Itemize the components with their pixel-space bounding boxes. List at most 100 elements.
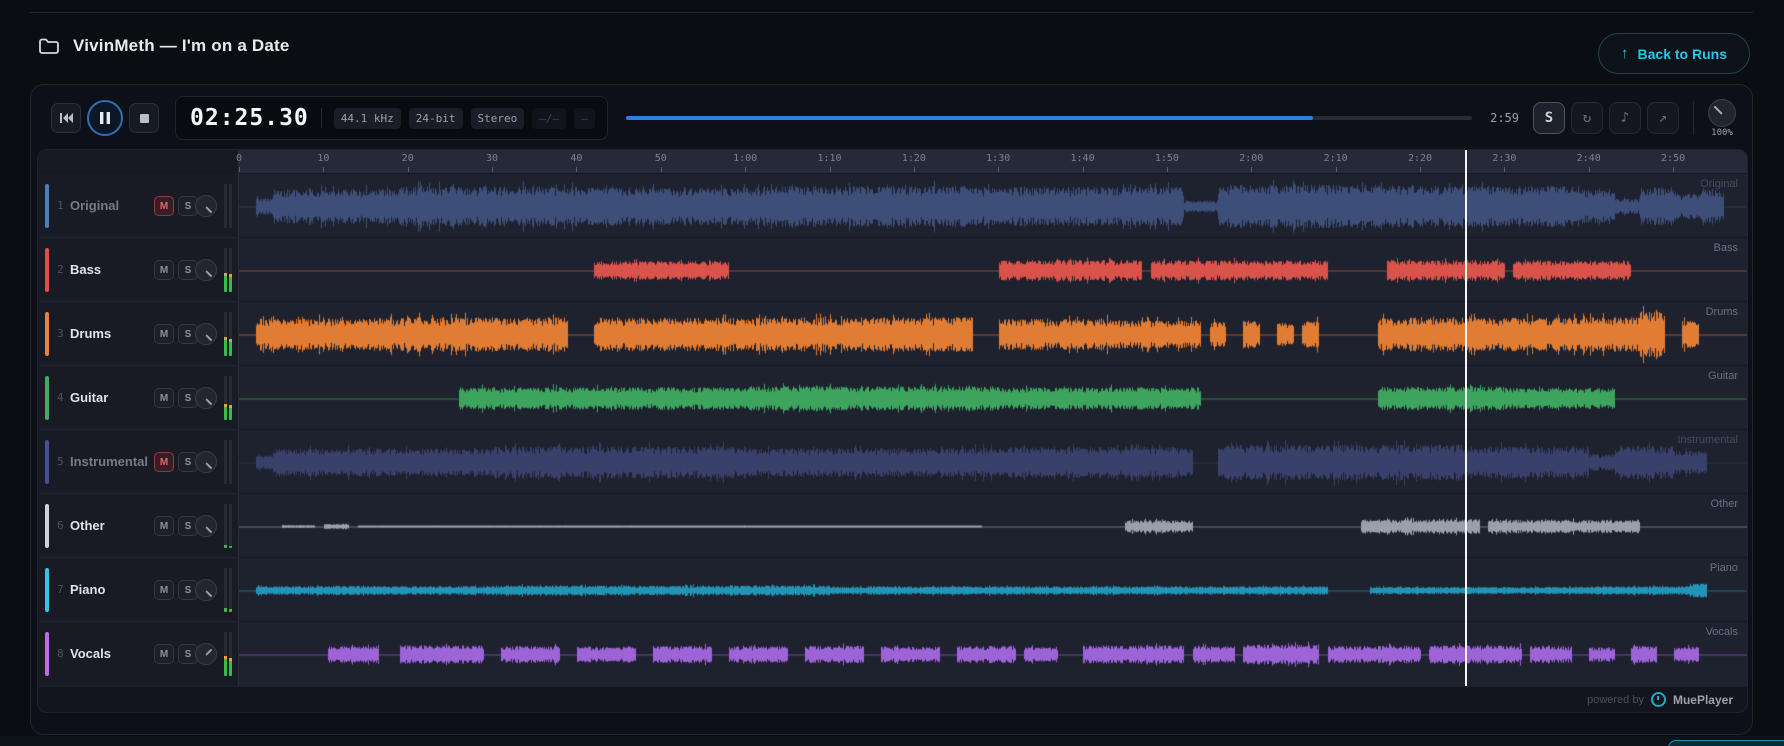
ruler-tick-label: 50 xyxy=(654,153,667,164)
mute-button[interactable]: M xyxy=(154,388,174,408)
lane-label: Instrumental xyxy=(1677,434,1738,446)
duration-label: 2:59 xyxy=(1490,111,1519,125)
meter-left xyxy=(224,632,227,676)
ruler-tick-mark xyxy=(576,167,578,172)
ruler-tick-mark xyxy=(1420,167,1421,172)
meter-right xyxy=(229,632,232,676)
ruler-tick-label: 2:30 xyxy=(1492,153,1517,164)
seek-bar-track[interactable] xyxy=(625,116,1473,120)
track-name: Instrumental xyxy=(70,454,149,469)
track-meters xyxy=(224,504,233,548)
track-panel: 1 Original M S 2 Bass M S 3 Drums M S 4 xyxy=(38,174,239,686)
solo-button[interactable]: S xyxy=(178,388,198,408)
meter-right xyxy=(229,312,232,356)
track-row: 5 Instrumental M S xyxy=(38,430,238,494)
waveform-canvas[interactable] xyxy=(239,174,1747,686)
header: VivinMeth — I'm on a Date xyxy=(38,36,290,56)
meter-right xyxy=(229,376,232,420)
zoom-knob-pointer xyxy=(1713,105,1723,115)
track-volume-knob[interactable] xyxy=(195,515,217,537)
track-volume-knob[interactable] xyxy=(195,323,217,345)
track-volume-knob[interactable] xyxy=(195,259,217,281)
track-color-bar xyxy=(45,632,49,676)
ruler-tick-label: 2:40 xyxy=(1576,153,1601,164)
track-meters xyxy=(224,376,233,420)
lane-label: Bass xyxy=(1713,242,1738,254)
ruler-tick-label: 1:00 xyxy=(733,153,758,164)
ruler-tick-label: 30 xyxy=(486,153,499,164)
dim-badge-2: – xyxy=(574,107,595,129)
mute-button[interactable]: M xyxy=(154,516,174,536)
ruler-tick-label: 10 xyxy=(317,153,330,164)
mute-button[interactable]: M xyxy=(154,452,174,472)
ruler-row: 0 10 20 30 40 50 1:00 1:10 1:20 1:30 1:40 1:50 2:00 2… xyxy=(38,150,1747,174)
powered-by: powered by MuePlayer xyxy=(1587,692,1733,707)
ruler-tick-label: 2:10 xyxy=(1323,153,1348,164)
mute-button[interactable]: M xyxy=(154,580,174,600)
ruler-tick-mark xyxy=(1504,167,1506,172)
panel-footer: powered by MuePlayer xyxy=(38,686,1747,712)
track-volume-knob[interactable] xyxy=(195,643,217,665)
sample-rate-badge: 44.1 kHz xyxy=(333,107,401,129)
pause-button[interactable] xyxy=(87,100,123,136)
playhead[interactable] xyxy=(1464,150,1467,686)
track-meters xyxy=(224,312,233,356)
loop-button[interactable]: ↻ xyxy=(1571,102,1603,134)
top-divider xyxy=(30,12,1753,13)
timeline-panel: 0 10 20 30 40 50 1:00 1:10 1:20 1:30 1:40 1:50 2:00 2… xyxy=(37,149,1748,713)
lane-label: Drums xyxy=(1705,306,1738,318)
time-panel: 02:25.30 44.1 kHz 24-bit Stereo –/– – xyxy=(175,96,608,140)
bottom-cyan-panel-edge xyxy=(1668,740,1784,746)
track-knob-pointer xyxy=(205,590,213,598)
stems-button[interactable]: S xyxy=(1533,102,1565,134)
tracks-body: 1 Original M S 2 Bass M S 3 Drums M S 4 xyxy=(38,174,1747,686)
mute-button[interactable]: M xyxy=(154,644,174,664)
brand-label[interactable]: MuePlayer xyxy=(1672,692,1733,707)
ruler-tick-label: 1:50 xyxy=(1154,153,1179,164)
metronome-button[interactable]: ♪ xyxy=(1609,102,1641,134)
timeline-ruler[interactable]: 0 10 20 30 40 50 1:00 1:10 1:20 1:30 1:40 1:50 2:00 2… xyxy=(235,150,1747,174)
transport-toolbar: 02:25.30 44.1 kHz 24-bit Stereo –/– – 2:… xyxy=(31,95,1752,141)
mute-button[interactable]: M xyxy=(154,260,174,280)
track-row: 1 Original M S xyxy=(38,174,238,238)
skip-to-start-button[interactable] xyxy=(51,103,81,133)
track-color-bar xyxy=(45,568,49,612)
ruler-tick-mark xyxy=(1082,167,1084,172)
track-volume-knob[interactable] xyxy=(195,195,217,217)
ruler-tick-label: 1:40 xyxy=(1070,153,1095,164)
solo-button[interactable]: S xyxy=(178,580,198,600)
track-volume-knob[interactable] xyxy=(195,387,217,409)
meter-right xyxy=(229,248,232,292)
mute-button[interactable]: M xyxy=(154,324,174,344)
waveform-lanes[interactable]: Original Bass Drums Guitar Instrumental Other… xyxy=(239,174,1747,686)
track-name: Drums xyxy=(70,326,112,341)
back-to-runs-button[interactable]: ↑ Back to Runs xyxy=(1598,33,1750,74)
dim-badge-1: –/– xyxy=(532,107,567,129)
ruler-tick-mark xyxy=(1673,167,1675,172)
time-display: 02:25.30 xyxy=(190,105,309,131)
folder-icon xyxy=(38,37,60,55)
export-button[interactable]: ↗ xyxy=(1647,102,1679,134)
player-card: 02:25.30 44.1 kHz 24-bit Stereo –/– – 2:… xyxy=(30,84,1753,735)
track-meters xyxy=(224,632,233,676)
stop-button[interactable] xyxy=(129,103,159,133)
track-number: 1 xyxy=(57,199,64,212)
ruler-tick-label: 1:20 xyxy=(901,153,926,164)
seek-bar[interactable] xyxy=(625,111,1473,125)
page-title: VivinMeth — I'm on a Date xyxy=(73,36,290,55)
track-name: Bass xyxy=(70,262,102,277)
ruler-tick-label: 2:50 xyxy=(1661,153,1686,164)
zoom-knob[interactable] xyxy=(1708,98,1736,127)
mute-button[interactable]: M xyxy=(154,196,174,216)
meter-left xyxy=(224,184,227,228)
ruler-tick-mark xyxy=(1335,167,1337,172)
track-color-bar xyxy=(45,312,49,356)
ruler-tick-label: 1:10 xyxy=(817,153,842,164)
ruler-spacer xyxy=(38,150,239,174)
track-number: 7 xyxy=(57,583,64,596)
ruler-tick-label: 0 xyxy=(235,153,243,164)
up-arrow-icon: ↑ xyxy=(1621,45,1629,62)
time-panel-divider xyxy=(320,108,322,128)
track-volume-knob[interactable] xyxy=(195,451,217,473)
track-volume-knob[interactable] xyxy=(195,579,217,601)
